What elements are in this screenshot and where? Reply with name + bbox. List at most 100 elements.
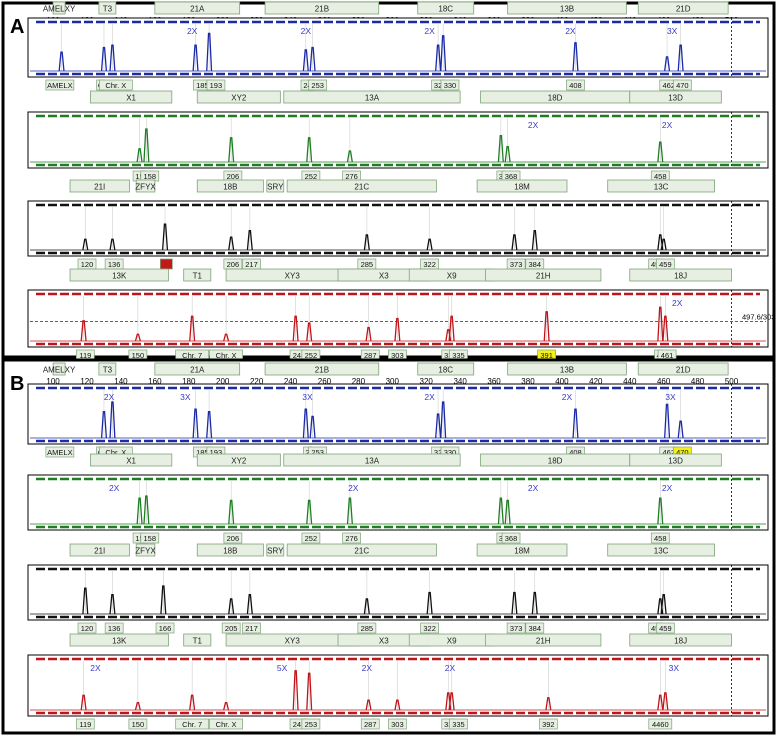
size-label-box <box>650 532 670 544</box>
peak <box>346 150 353 163</box>
size-label: 470 <box>676 448 689 457</box>
peak <box>246 230 253 251</box>
marker-bin <box>154 362 241 376</box>
size-label: 158 <box>144 534 157 543</box>
peak <box>206 410 213 439</box>
peak <box>511 234 518 251</box>
copy-number-annotation: 3X <box>302 392 313 402</box>
x-tick-label: 240 <box>284 377 298 386</box>
peak <box>228 598 235 615</box>
marker-bin <box>90 453 173 467</box>
peak <box>189 694 196 711</box>
size-label: 244 <box>293 351 306 360</box>
peak <box>292 670 299 711</box>
copy-number-annotation: 2X <box>445 663 456 673</box>
size-label-box <box>506 622 526 634</box>
size-label: 3 <box>499 172 503 181</box>
peak <box>58 51 65 72</box>
size-label: 322 <box>423 624 436 633</box>
marker-name: 13B <box>560 366 574 375</box>
marker-name: 18B <box>223 183 237 192</box>
size-label: 461 <box>661 351 674 360</box>
marker-name: ZFYX <box>135 183 156 192</box>
peak <box>160 585 167 615</box>
size-label: 287 <box>364 720 377 729</box>
x-tick-label: 380 <box>521 377 535 386</box>
peak <box>677 420 684 439</box>
peak <box>100 410 108 439</box>
peak <box>531 230 538 251</box>
marker-name: SRY <box>267 183 284 192</box>
peak <box>109 594 116 615</box>
size-label: 408 <box>569 81 582 90</box>
size-label: 392 <box>542 720 555 729</box>
marker-name: 18D <box>548 457 563 466</box>
size-label-box <box>301 718 321 730</box>
size-label-box <box>449 718 468 730</box>
x-tick-label: 280 <box>352 377 366 386</box>
size-label-box <box>648 718 673 730</box>
copy-number-annotation: 2X <box>662 120 673 130</box>
marker-name: 21H <box>536 637 551 646</box>
peak <box>134 702 141 711</box>
marker-bin <box>154 1 241 15</box>
marker-name: X3 <box>379 637 389 646</box>
size-label-box <box>75 718 95 730</box>
size-label: 206 <box>227 534 240 543</box>
size-label: 459 <box>659 260 672 269</box>
x-tick-label: 340 <box>453 377 467 386</box>
size-label: 15 <box>135 172 143 181</box>
size-label: 368 <box>505 172 518 181</box>
marker-bin <box>417 1 475 15</box>
marker-bin <box>266 179 285 193</box>
peak <box>504 499 511 525</box>
size-label: 206 <box>227 260 240 269</box>
x-tick-label: 160 <box>148 377 162 386</box>
size-label: 373 <box>510 624 523 633</box>
peak <box>440 35 447 72</box>
peak <box>394 317 401 342</box>
marker-bin <box>286 179 437 193</box>
size-label: 384 <box>529 260 542 269</box>
marker-bin <box>417 362 475 376</box>
size-label: 330 <box>444 448 457 457</box>
marker-name: 21I <box>94 547 105 556</box>
marker-bin <box>485 268 602 282</box>
size-label-box <box>98 79 133 91</box>
marker-name: 18B <box>223 547 237 556</box>
size-label: 32 <box>434 448 442 457</box>
copy-number-annotation: 2X <box>348 483 359 493</box>
peak <box>660 594 667 615</box>
size-label: 322 <box>423 260 436 269</box>
x-tick-label: 440 <box>623 377 637 386</box>
size-label-box <box>221 622 241 634</box>
size-label-box <box>538 718 558 730</box>
size-label-box <box>223 532 243 544</box>
marker-name: 21C <box>354 183 369 192</box>
marker-bin <box>98 1 117 15</box>
copy-number-annotation: 2X <box>424 392 435 402</box>
x-tick-label: 260 <box>318 377 332 386</box>
size-label-box <box>159 258 173 270</box>
peak <box>302 408 309 439</box>
size-label-box <box>501 532 521 544</box>
peak <box>448 692 455 711</box>
peak <box>246 594 253 615</box>
copy-number-annotation: 2X <box>565 26 576 36</box>
peak <box>363 234 370 251</box>
marker-bin <box>196 179 264 193</box>
marker-bin <box>629 90 722 104</box>
size-label: 2 <box>305 448 309 457</box>
copy-number-annotation: 2X <box>187 26 198 36</box>
size-label-box <box>209 718 243 730</box>
copy-number-annotation: 3X <box>180 392 191 402</box>
size-label-box <box>45 446 75 458</box>
peak <box>664 403 671 439</box>
copy-number-annotation: 2X <box>562 392 573 402</box>
x-tick-label: 180 <box>182 377 196 386</box>
size-label: 166 <box>159 624 172 633</box>
copy-number-annotation: 2X <box>109 483 120 493</box>
marker-name: 13C <box>654 547 669 556</box>
size-label: 33 <box>444 720 452 729</box>
